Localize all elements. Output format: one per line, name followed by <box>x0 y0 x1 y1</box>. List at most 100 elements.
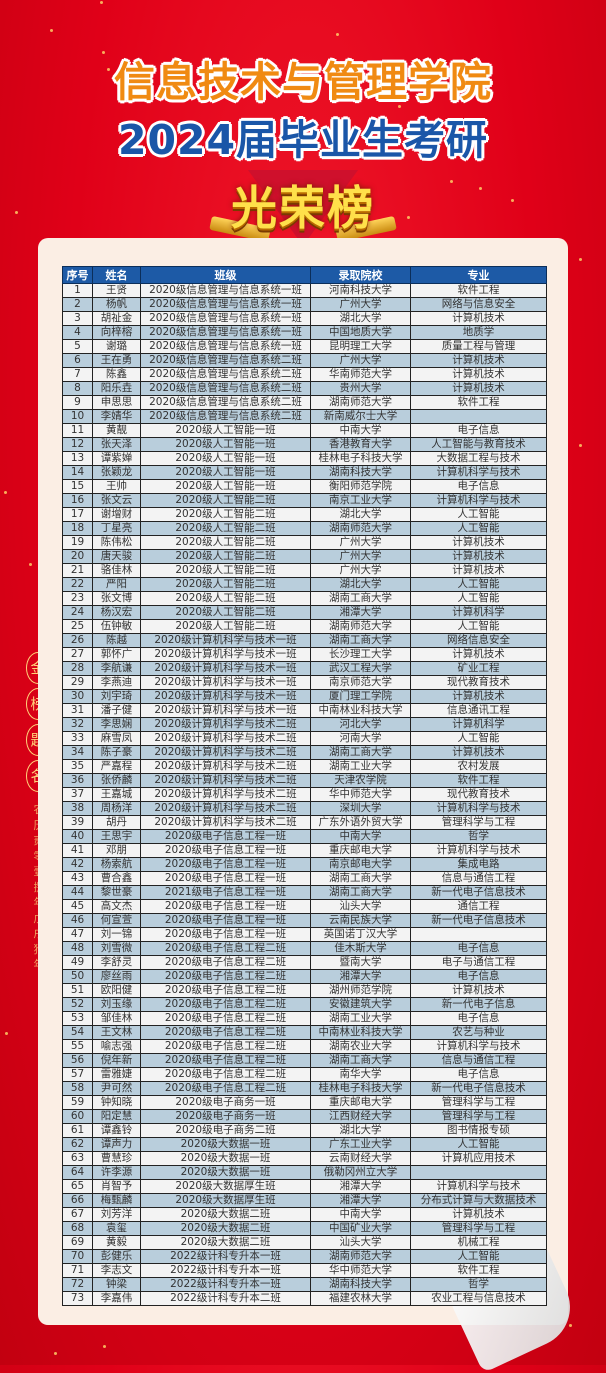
cell-school: 湘潭大学 <box>310 1179 411 1194</box>
cell-index: 60 <box>62 1109 93 1124</box>
cell-school: 南华大学 <box>310 1067 411 1082</box>
cell-class: 2020级人工智能一班 <box>140 423 311 438</box>
cell-major <box>410 927 547 942</box>
confetti-dot <box>99 1 103 5</box>
cell-major: 管理科学与工程 <box>410 1109 547 1124</box>
table-row: 5 谢璐 2020级信息管理与信息系统一班 昆明理工大学 质量工程与管理 <box>62 339 547 354</box>
table-row: 37 王嘉城 2020级计算机科学与技术二班 华中师范大学 现代教育技术 <box>62 787 547 802</box>
cell-school: 湖南师范大学 <box>310 1249 411 1264</box>
cell-major: 电子信息 <box>410 479 547 494</box>
honor-roll-title: 光荣榜 <box>231 181 375 235</box>
cell-major: 哲学 <box>410 829 547 844</box>
cell-school: 中南林业科技大学 <box>310 703 411 718</box>
table-row: 52 刘玉缘 2020级电子信息工程二班 安徽建筑大学 新一代电子信息 <box>62 997 547 1012</box>
cell-major: 电子与通信工程 <box>410 955 547 970</box>
cell-name: 潘子健 <box>92 703 141 718</box>
cell-major: 软件工程 <box>410 1263 547 1278</box>
poster-subtitle: 2024届毕业生考研 <box>117 116 489 164</box>
cell-major: 新一代电子信息技术 <box>410 913 547 928</box>
cell-name: 杨汉宏 <box>92 605 141 620</box>
cell-name: 张侨麟 <box>92 773 141 788</box>
cell-class: 2020级信息管理与信息系统二班 <box>140 409 311 424</box>
cell-class: 2022级计科专升本二班 <box>140 1291 311 1306</box>
cell-index: 36 <box>62 773 93 788</box>
cell-school: 湖南工商大学 <box>310 591 411 606</box>
cell-school: 湖州师范学院 <box>310 983 411 998</box>
table-row: 60 阳定慧 2020级电子商务一班 江西财经大学 管理科学与工程 <box>62 1109 547 1124</box>
cell-index: 9 <box>62 395 93 410</box>
table-row: 3 胡祉金 2020级信息管理与信息系统一班 湖北大学 计算机技术 <box>62 311 547 326</box>
cell-name: 廖丝雨 <box>92 969 141 984</box>
cell-school: 衡阳师范学院 <box>310 479 411 494</box>
cell-name: 刘玉缘 <box>92 997 141 1012</box>
table-row: 8 阳乐垚 2020级信息管理与信息系统二班 贵州大学 计算机技术 <box>62 381 547 396</box>
cell-index: 58 <box>62 1081 93 1096</box>
cell-school: 暨南大学 <box>310 955 411 970</box>
cell-index: 38 <box>62 801 93 816</box>
cell-major: 人工智能 <box>410 731 547 746</box>
cell-major: 集成电路 <box>410 857 547 872</box>
table-row: 42 杨索航 2020级电子信息工程一班 南京邮电大学 集成电路 <box>62 857 547 872</box>
table-row: 58 尹可然 2020级电子信息工程二班 桂林电子科技大学 新一代电子信息技术 <box>62 1081 547 1096</box>
cell-name: 申思思 <box>92 395 141 410</box>
cell-major: 电子信息 <box>410 423 547 438</box>
cell-major: 信息与通信工程 <box>410 1053 547 1068</box>
cell-major: 计算机科学与技术 <box>410 801 547 816</box>
cell-index: 13 <box>62 451 93 466</box>
cell-name: 胡丹 <box>92 815 141 830</box>
cell-name: 王文林 <box>92 1025 141 1040</box>
cell-class: 2020级信息管理与信息系统一班 <box>140 297 311 312</box>
cell-major: 人工智能 <box>410 507 547 522</box>
cell-class: 2022级计科专升本一班 <box>140 1263 311 1278</box>
cell-school: 湘潭大学 <box>310 605 411 620</box>
cell-major: 管理科学与工程 <box>410 1221 547 1236</box>
cell-major: 电子信息 <box>410 1011 547 1026</box>
table-row: 7 陈鑫 2020级信息管理与信息系统二班 华南师范大学 计算机技术 <box>62 367 547 382</box>
column-header-major: 专业 <box>410 266 547 284</box>
cell-name: 李燕迪 <box>92 675 141 690</box>
cell-major: 网络信息安全 <box>410 633 547 648</box>
cell-index: 6 <box>62 353 93 368</box>
table-row: 73 李嘉伟 2022级计科专升本二班 福建农林大学 农业工程与信息技术 <box>62 1291 547 1306</box>
cell-class: 2020级计算机科学与技术二班 <box>140 759 311 774</box>
cell-major: 计算机技术 <box>410 381 547 396</box>
table-row: 41 邓朋 2020级电子信息工程一班 重庆邮电大学 计算机科学与技术 <box>62 843 547 858</box>
table-row: 10 李婧华 2020级信息管理与信息系统二班 新南威尔士大学 <box>62 409 547 424</box>
cell-name: 高文杰 <box>92 899 141 914</box>
cell-index: 16 <box>62 493 93 508</box>
cell-major: 计算机技术 <box>410 367 547 382</box>
table-row: 32 李思娴 2020级计算机科学与技术二班 河北大学 计算机科学 <box>62 717 547 732</box>
table-row: 2 杨帆 2020级信息管理与信息系统一班 广州大学 网络与信息安全 <box>62 297 547 312</box>
cell-class: 2020级信息管理与信息系统一班 <box>140 339 311 354</box>
cell-name: 曹合鑫 <box>92 871 141 886</box>
cell-school: 华南师范大学 <box>310 367 411 382</box>
cell-major: 软件工程 <box>410 283 547 298</box>
table-row: 45 高文杰 2020级电子信息工程一班 汕头大学 通信工程 <box>62 899 547 914</box>
cell-class: 2020级计算机科学与技术二班 <box>140 815 311 830</box>
cell-school: 桂林电子科技大学 <box>310 451 411 466</box>
cell-major: 计算机技术 <box>410 983 547 998</box>
cell-index: 31 <box>62 703 93 718</box>
cell-name: 喻志强 <box>92 1039 141 1054</box>
cell-class: 2020级人工智能二班 <box>140 605 311 620</box>
cell-major: 管理科学与工程 <box>410 815 547 830</box>
cell-name: 杨索航 <box>92 857 141 872</box>
cell-class: 2020级电子信息工程一班 <box>140 913 311 928</box>
cell-major <box>410 409 547 424</box>
cell-index: 54 <box>62 1025 93 1040</box>
cell-name: 陈越 <box>92 633 141 648</box>
cell-index: 65 <box>62 1179 93 1194</box>
cell-school: 中南大学 <box>310 423 411 438</box>
table-row: 20 唐天骏 2020级人工智能二班 广州大学 计算机技术 <box>62 549 547 564</box>
table-row: 15 王帅 2020级人工智能一班 衡阳师范学院 电子信息 <box>62 479 547 494</box>
cell-school: 南京工业大学 <box>310 493 411 508</box>
cell-index: 22 <box>62 577 93 592</box>
cell-major: 农艺与种业 <box>410 1025 547 1040</box>
cell-school: 湖南工商大学 <box>310 885 411 900</box>
cell-name: 伍钟敏 <box>92 619 141 634</box>
cell-major: 信息与通信工程 <box>410 871 547 886</box>
cell-name: 李思娴 <box>92 717 141 732</box>
cell-index: 52 <box>62 997 93 1012</box>
cell-school: 湘潭大学 <box>310 1193 411 1208</box>
cell-name: 李嘉伟 <box>92 1291 141 1306</box>
